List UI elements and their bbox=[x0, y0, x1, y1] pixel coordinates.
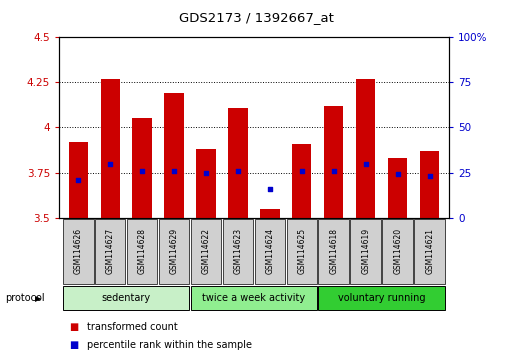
Bar bbox=[382, 219, 413, 284]
Bar bbox=[228, 108, 248, 218]
Text: GSM114619: GSM114619 bbox=[361, 228, 370, 274]
Bar bbox=[287, 219, 317, 284]
Text: GSM114629: GSM114629 bbox=[169, 228, 179, 274]
Bar bbox=[260, 209, 280, 218]
Text: GSM114625: GSM114625 bbox=[298, 228, 306, 274]
Bar bbox=[319, 219, 349, 284]
Text: ■: ■ bbox=[69, 322, 78, 332]
Bar bbox=[159, 219, 189, 284]
Bar bbox=[420, 151, 439, 218]
Bar bbox=[415, 219, 445, 284]
Text: GSM114618: GSM114618 bbox=[329, 228, 339, 274]
Bar bbox=[63, 219, 93, 284]
Point bbox=[393, 172, 402, 177]
Point bbox=[138, 168, 146, 173]
Text: GSM114626: GSM114626 bbox=[74, 228, 83, 274]
Point bbox=[106, 161, 114, 166]
Bar bbox=[292, 144, 311, 218]
Text: GSM114623: GSM114623 bbox=[233, 228, 243, 274]
Text: GSM114621: GSM114621 bbox=[425, 228, 434, 274]
Bar bbox=[132, 119, 152, 218]
Bar bbox=[388, 158, 407, 218]
Point bbox=[234, 168, 242, 173]
Bar bbox=[324, 106, 343, 218]
Bar bbox=[223, 219, 253, 284]
Text: percentile rank within the sample: percentile rank within the sample bbox=[87, 340, 252, 350]
Point bbox=[330, 168, 338, 173]
Text: GSM114627: GSM114627 bbox=[106, 228, 114, 274]
Text: protocol: protocol bbox=[5, 293, 45, 303]
Bar bbox=[254, 219, 285, 284]
Bar bbox=[101, 79, 120, 218]
Bar bbox=[191, 286, 317, 310]
Point bbox=[362, 161, 370, 166]
Bar bbox=[69, 142, 88, 218]
Bar bbox=[196, 149, 215, 218]
Point bbox=[426, 173, 434, 179]
Point bbox=[170, 168, 178, 173]
Text: GSM114628: GSM114628 bbox=[137, 228, 147, 274]
Text: GSM114620: GSM114620 bbox=[393, 228, 402, 274]
Text: transformed count: transformed count bbox=[87, 322, 178, 332]
Text: voluntary running: voluntary running bbox=[338, 293, 425, 303]
Bar bbox=[350, 219, 381, 284]
Text: ▶: ▶ bbox=[35, 294, 42, 303]
Bar bbox=[95, 219, 126, 284]
Bar bbox=[356, 79, 376, 218]
Point bbox=[202, 170, 210, 176]
Point bbox=[298, 168, 306, 173]
Bar bbox=[165, 93, 184, 218]
Bar bbox=[191, 219, 221, 284]
Text: GDS2173 / 1392667_at: GDS2173 / 1392667_at bbox=[179, 11, 334, 24]
Point bbox=[266, 186, 274, 192]
Text: GSM114622: GSM114622 bbox=[202, 228, 210, 274]
Text: GSM114624: GSM114624 bbox=[265, 228, 274, 274]
Text: ■: ■ bbox=[69, 340, 78, 350]
Bar bbox=[127, 219, 157, 284]
Text: sedentary: sedentary bbox=[102, 293, 151, 303]
Text: twice a week activity: twice a week activity bbox=[202, 293, 306, 303]
Bar bbox=[63, 286, 189, 310]
Bar bbox=[319, 286, 445, 310]
Point bbox=[74, 177, 82, 183]
